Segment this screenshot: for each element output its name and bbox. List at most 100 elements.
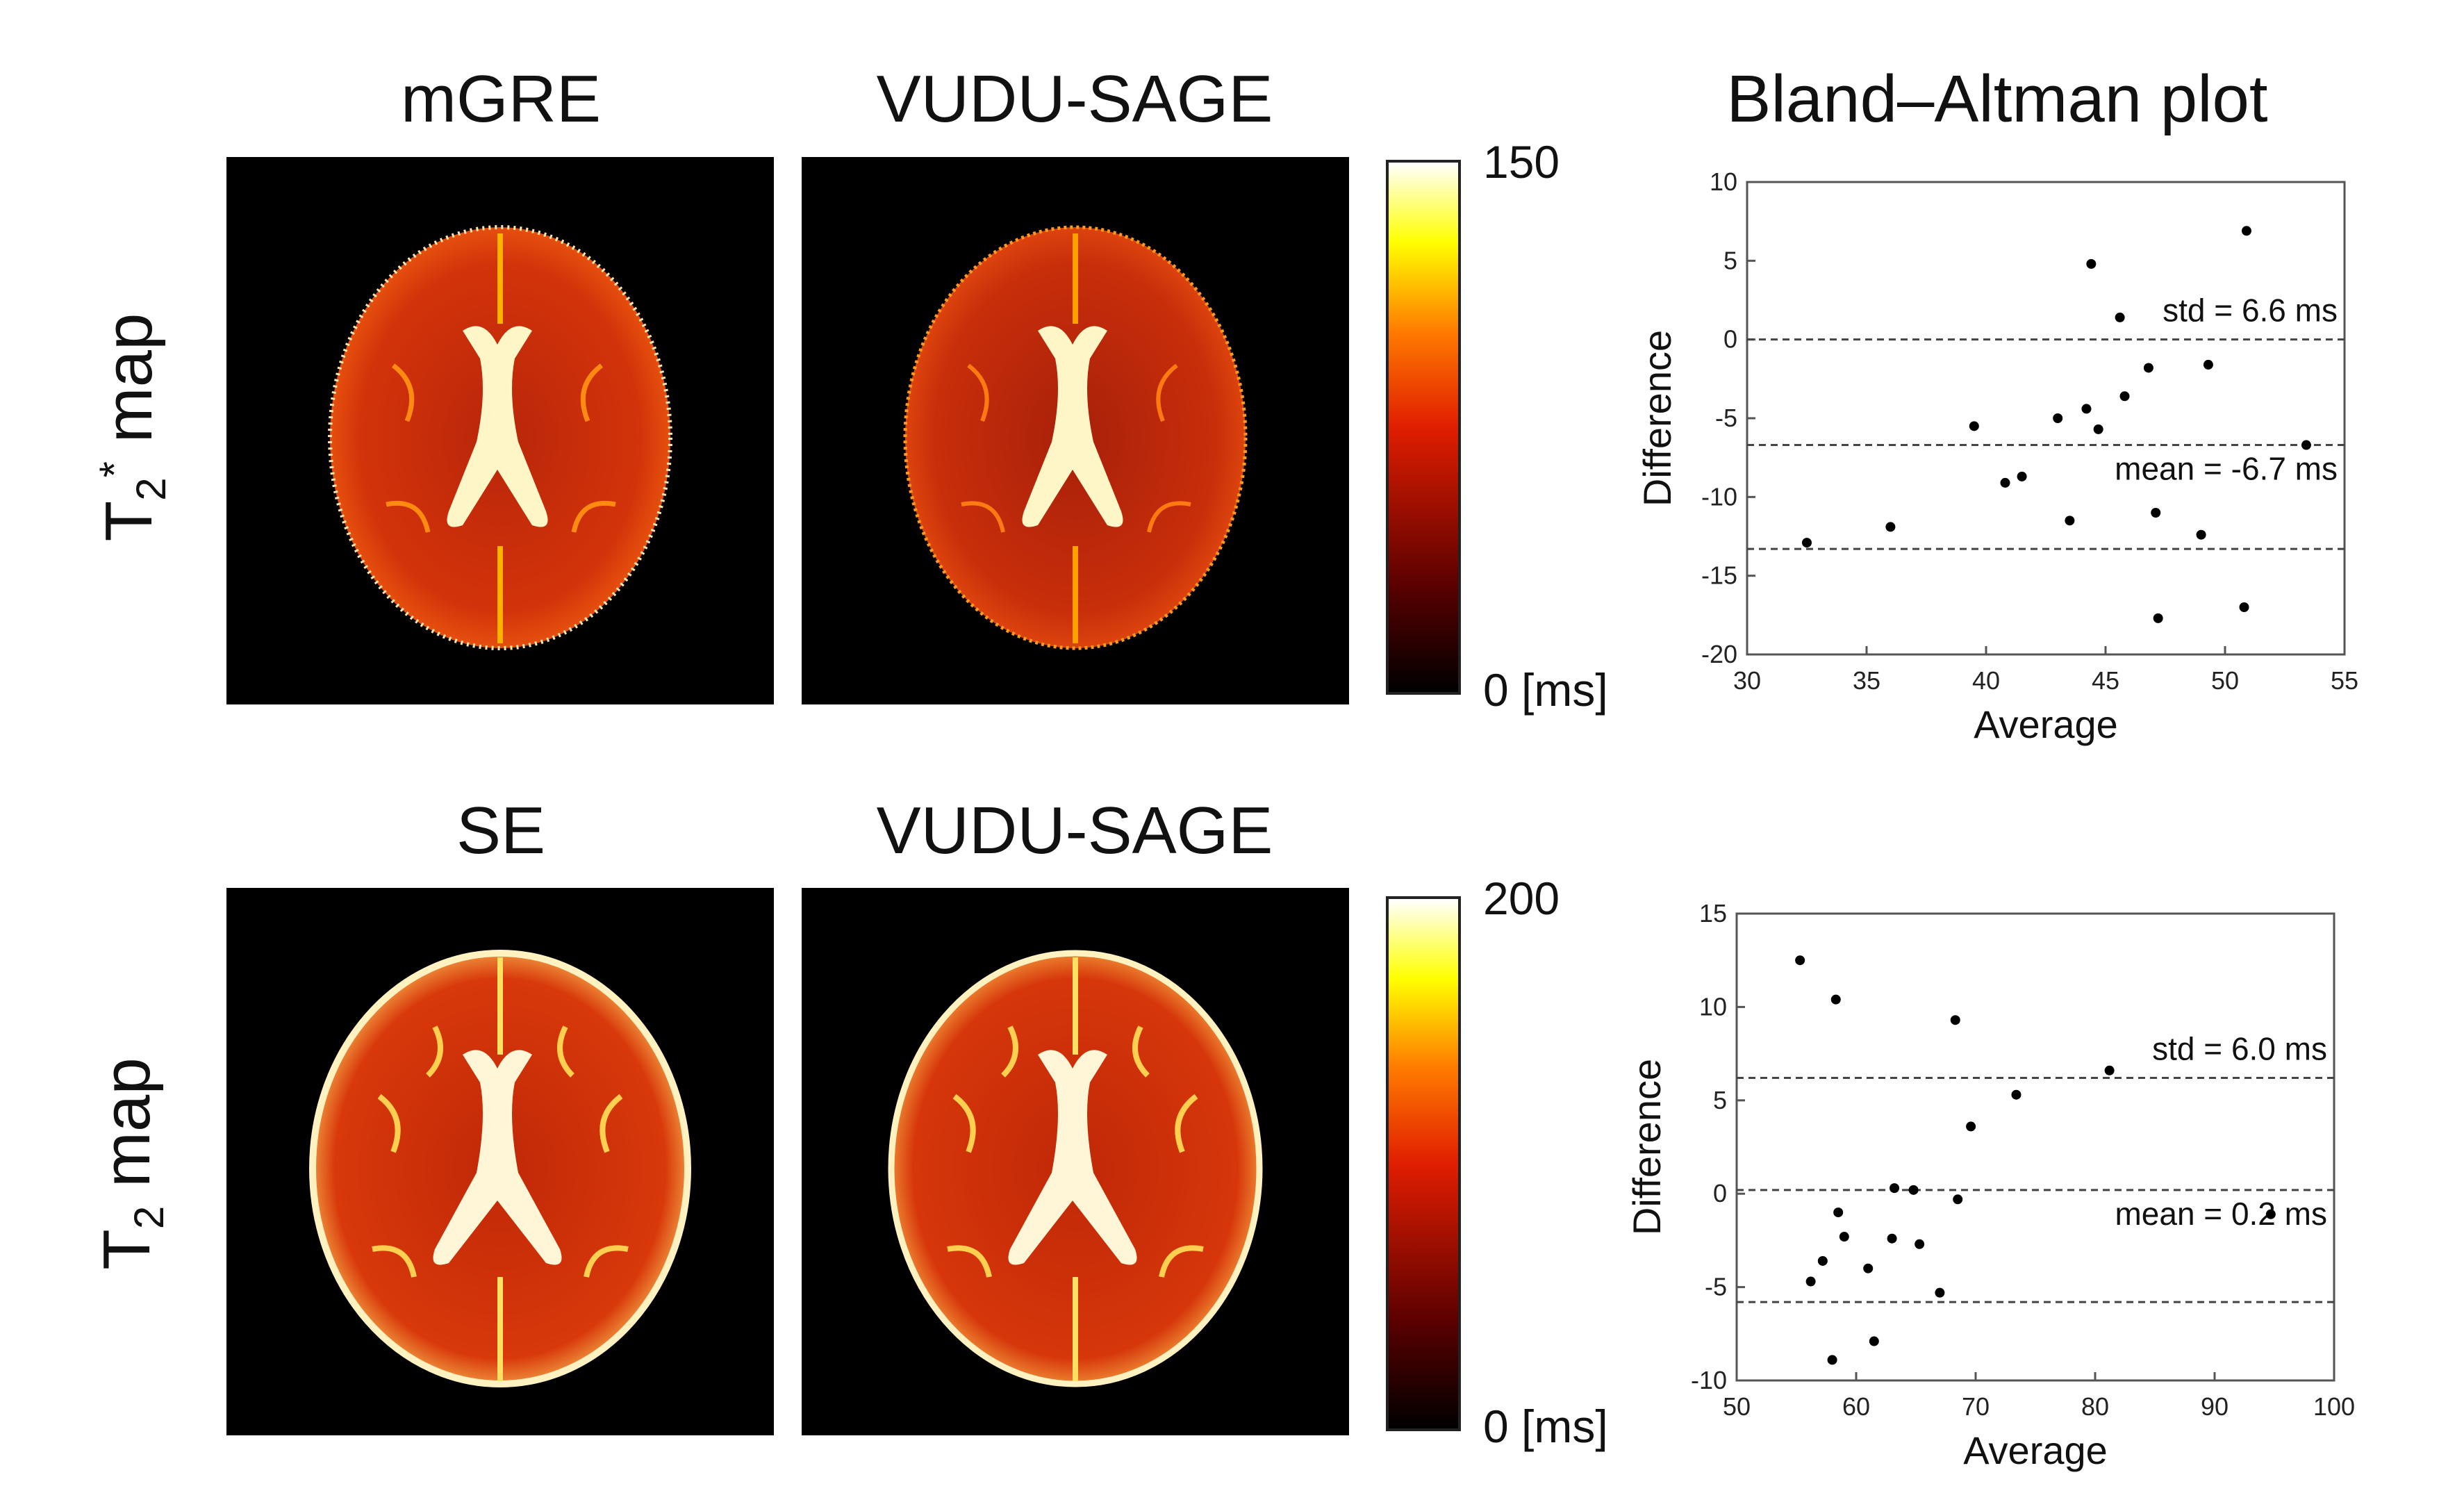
row-label-t2star-sup: * [91,461,138,478]
y-tick-label: -5 [1705,1273,1727,1301]
plot-frame [1735,912,2335,1382]
data-point [1795,955,1805,966]
data-point [2086,258,2097,269]
title-vudu-sage-bottom: VUDU-SAGE [876,793,1273,868]
data-point [1966,1121,1976,1132]
data-point [2115,312,2125,322]
data-point [2265,1209,2276,1219]
title-mgre: mGRE [401,62,601,136]
data-point [2151,508,2161,518]
data-point [1887,1233,1897,1244]
x-axis-label: Average [1963,1428,2108,1472]
data-point [2153,613,2163,623]
data-point [2017,471,2027,481]
data-point [2011,1089,2021,1100]
x-tick-label: 80 [2081,1392,2109,1421]
x-tick-label: 45 [2092,666,2119,695]
data-point [2119,391,2130,402]
colorbar-bottom-min: 0 [ms] [1483,1401,1608,1452]
x-tick-label: 90 [2201,1392,2229,1421]
row-label-t2-sub: 2 [126,1205,173,1230]
std-label: std = 6.0 ms [2152,1031,2327,1067]
data-point [1953,1194,1963,1205]
colorbar-top [1386,160,1461,695]
data-point [1827,1355,1837,1365]
y-tick-label: 15 [1699,899,1727,927]
data-point [2053,413,2063,423]
brain-image-vudu-sage-t2 [888,950,1263,1387]
data-point [1969,421,1979,431]
x-axis-label: Average [1974,702,2118,746]
brain-map-se [226,888,774,1435]
y-tick-label: 10 [1710,167,1737,196]
title-bland-altman: Bland–Altman plot [1726,62,2268,136]
data-point [2081,404,2092,414]
y-tick-label: 0 [1713,1179,1727,1207]
brain-image-mgre [328,225,672,650]
brain-map-vudu-sage-t2star [802,157,1349,704]
y-tick-label: 5 [1723,246,1737,274]
data-point [1885,522,1896,532]
row-label-t2-base: T [90,1229,164,1270]
x-tick-label: 35 [1853,666,1880,695]
y-axis-label: Difference [1635,330,1679,506]
row-label-t2star-sub: 2 [128,477,175,501]
y-tick-label: 0 [1723,325,1737,354]
data-point [1935,1287,1945,1298]
plot-frame [1746,181,2346,656]
data-point [1915,1239,1925,1249]
data-point [1863,1263,1874,1273]
mean-label: mean = 0.2 ms [2115,1196,2327,1232]
y-tick-label: -15 [1701,561,1737,590]
data-point [1908,1185,1919,1195]
ventricles [447,326,548,527]
ventricles [433,1050,562,1265]
bland-altman-t2star: 30 35 40 45 50 55 -20 -15 -10 -5 0 5 10 mean = -6.7 m… [1635,167,2358,746]
data-point [1802,538,1812,548]
brain-map-mgre [226,157,774,704]
x-tick-label: 100 [2313,1392,2355,1421]
data-point [2104,1065,2115,1075]
ventricles [1008,1050,1137,1265]
data-point [1817,1255,1828,1266]
brain-map-vudu-sage-t2 [802,888,1349,1435]
x-tick-label: 30 [1733,666,1761,695]
x-tick-label: 70 [1962,1392,1990,1421]
brain-image-se [309,950,691,1387]
data-point [1805,1276,1816,1287]
row-label-t2star-base: T [92,500,166,542]
brain-image-vudu-sage-t2star [903,225,1248,650]
y-tick-label: 10 [1699,992,1727,1021]
y-tick-label: -10 [1691,1366,1727,1394]
x-tick-label: 55 [2331,666,2358,695]
title-vudu-sage-top: VUDU-SAGE [876,62,1273,136]
y-tick-label: -20 [1701,640,1737,668]
data-point [2143,363,2153,373]
ventricles [1022,326,1123,527]
data-point [1830,994,1841,1005]
data-point [1839,1232,1849,1242]
data-point [2301,440,2311,450]
data-point [1833,1207,1844,1218]
x-tick-label: 50 [1723,1392,1751,1421]
mean-label: mean = -6.7 ms [2115,451,2338,487]
bland-altman-t2: 50 60 70 80 90 100 -10 -5 0 5 10 15 mean = 0.2 ms std… [1625,899,2355,1472]
colorbar-top-min: 0 [ms] [1483,664,1608,716]
title-se: SE [456,793,546,868]
colorbar-bottom-max: 200 [1483,873,1560,924]
data-point [2196,529,2206,540]
colorbar-top-max: 150 [1483,136,1560,188]
x-tick-label: 40 [1972,666,2000,695]
x-tick-label: 50 [2211,666,2239,695]
std-label: std = 6.6 ms [2163,292,2338,329]
data-point [1890,1183,1900,1194]
y-tick-label: 5 [1713,1086,1727,1114]
data-point [1869,1336,1879,1346]
y-tick-label: -5 [1715,404,1737,432]
data-point [2093,424,2103,434]
x-tick-label: 60 [1842,1392,1870,1421]
y-tick-label: -10 [1701,482,1737,511]
data-point [2203,359,2213,370]
row-label-t2star: T2* map [91,288,174,566]
data-point [2065,516,2075,526]
